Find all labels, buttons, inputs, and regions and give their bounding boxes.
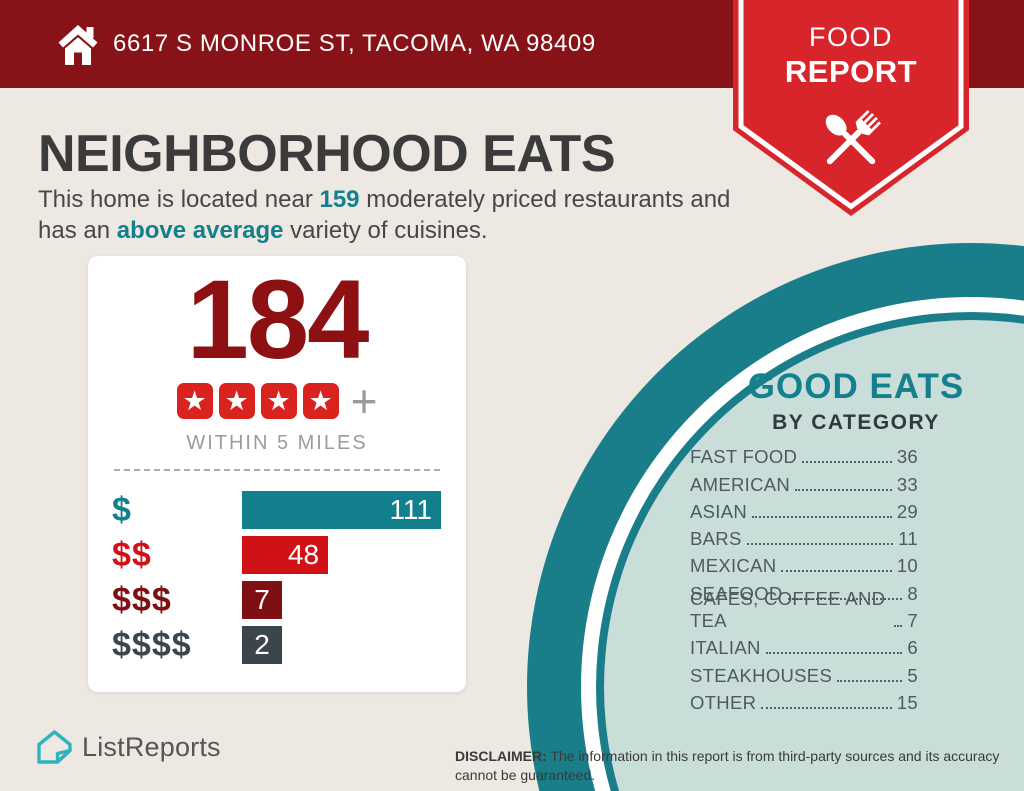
price-tier-label: $$$$ xyxy=(112,625,192,664)
good-eats-header: GOOD EATS BY CATEGORY xyxy=(706,367,1006,435)
dot-leader xyxy=(752,515,892,518)
category-row: CAFES, COFFEE AND TEA 7 xyxy=(690,588,918,632)
category-count: 15 xyxy=(896,691,918,713)
category-row: ASIAN 29 xyxy=(690,496,918,523)
category-name: AMERICAN xyxy=(690,473,791,495)
dot-leader xyxy=(802,461,892,464)
price-tier-label: $$ xyxy=(112,535,152,574)
spoon-fork-icon xyxy=(825,109,881,165)
price-bar-value: 7 xyxy=(254,584,270,615)
category-row: ITALIAN 6 xyxy=(690,632,918,659)
listreports-logo: ListReports xyxy=(36,729,221,765)
category-count: 29 xyxy=(896,500,918,522)
total-restaurants-count: 184 xyxy=(186,257,370,382)
subtitle-text: variety of cuisines. xyxy=(283,217,488,244)
dot-leader xyxy=(761,706,892,709)
category-row: BARS 11 xyxy=(690,523,918,550)
variety-rating: above average xyxy=(116,217,284,244)
category-row: SEAFOOD 8 xyxy=(690,577,918,604)
category-row: OTHER 15 xyxy=(690,687,918,714)
dashed-divider xyxy=(114,469,440,471)
radius-label: WITHIN 5 MILES xyxy=(186,432,368,454)
page-subtitle: This home is located near 159 moderately… xyxy=(38,184,758,246)
category-name: SEAFOOD xyxy=(690,582,783,604)
subtitle-text: has an xyxy=(38,217,117,244)
rating-stars: ★ ★ ★ ★ + xyxy=(88,375,466,427)
price-tier-label: $ xyxy=(112,490,132,529)
category-name: ASIAN xyxy=(690,500,748,522)
category-row: STEAKHOUSES 5 xyxy=(690,659,918,686)
subtitle-text: moderately priced restaurants and xyxy=(359,186,731,213)
food-report-ribbon: FOOD REPORT xyxy=(733,0,969,218)
dot-leader xyxy=(765,652,903,655)
good-eats-title: GOOD EATS xyxy=(747,367,965,406)
category-count: 8 xyxy=(907,582,918,604)
category-name: MEXICAN xyxy=(690,555,777,577)
price-bar-value: 2 xyxy=(254,629,270,660)
ribbon-shape xyxy=(733,0,969,216)
dot-leader xyxy=(787,597,903,600)
category-row: FAST FOOD 36 xyxy=(690,441,918,468)
price-bar: 48 xyxy=(242,536,329,574)
price-bars: $111 $$ 48 $$$ 7 $$$$ 2 xyxy=(112,491,466,664)
category-name: CAFES, COFFEE AND TEA xyxy=(690,588,886,632)
price-bar: 2 xyxy=(242,626,282,664)
dot-leader xyxy=(837,679,903,682)
dot-leader xyxy=(781,570,892,573)
price-bar-row: $$ 48 xyxy=(112,536,466,574)
price-bar-value: 48 xyxy=(287,539,320,570)
star-icon: ★ xyxy=(302,383,339,419)
category-count: 36 xyxy=(896,446,918,468)
good-eats-subtitle: BY CATEGORY xyxy=(772,411,940,434)
price-bar-row: $$$ 7 xyxy=(112,581,466,619)
star-icon: ★ xyxy=(218,383,255,419)
dot-leader xyxy=(795,488,892,491)
disclaimer-label: DISCLAIMER: xyxy=(455,748,547,764)
category-count: 11 xyxy=(898,528,918,550)
category-name: FAST FOOD xyxy=(690,446,798,468)
category-count: 7 xyxy=(907,610,918,632)
disclaimer-text: The information in this report is from t… xyxy=(455,748,1000,783)
category-count: 6 xyxy=(907,637,918,659)
dot-leader xyxy=(894,625,903,628)
property-address: 6617 S MONROE ST, TACOMA, WA 98409 xyxy=(113,30,596,57)
brand-name: ListReports xyxy=(82,731,221,762)
category-name: BARS xyxy=(690,528,742,550)
star-icon: ★ xyxy=(260,383,297,419)
category-list: FAST FOOD 36 AMERICAN 33 ASIAN 29 BARS 11 MEXICA… xyxy=(690,441,918,714)
category-name: ITALIAN xyxy=(690,637,761,659)
price-bar: 111 xyxy=(242,491,441,529)
ribbon-title-line1: FOOD xyxy=(809,22,893,52)
rating-plus-sign: + xyxy=(350,375,378,427)
category-row: AMERICAN 33 xyxy=(690,468,918,495)
price-bar-value: 111 xyxy=(389,494,432,525)
price-bar-row: $111 xyxy=(112,491,466,529)
page-title: NEIGHBORHOOD EATS xyxy=(38,125,616,183)
dot-leader xyxy=(746,543,894,546)
subtitle-text: This home is located near xyxy=(38,186,320,213)
restaurant-count: 159 xyxy=(319,186,360,213)
disclaimer: DISCLAIMER: The information in this repo… xyxy=(455,747,1021,785)
home-icon xyxy=(58,25,98,65)
price-bar-row: $$$$ 2 xyxy=(112,626,466,664)
category-name: OTHER xyxy=(690,691,757,713)
category-name: STEAKHOUSES xyxy=(690,664,833,686)
listreports-house-icon xyxy=(37,730,72,764)
category-count: 10 xyxy=(896,555,918,577)
category-count: 33 xyxy=(896,473,918,495)
price-bar: 7 xyxy=(242,581,282,619)
star-icon: ★ xyxy=(176,383,213,419)
restaurant-stats-card: 184 ★ ★ ★ ★ + WITHIN 5 MILES $111 $$ 48 $$$ 7 $$$… xyxy=(88,256,466,692)
ribbon-title-line2: REPORT xyxy=(784,54,918,89)
category-count: 5 xyxy=(907,664,918,686)
category-row: MEXICAN 10 xyxy=(690,550,918,577)
price-tier-label: $$$ xyxy=(112,580,172,619)
